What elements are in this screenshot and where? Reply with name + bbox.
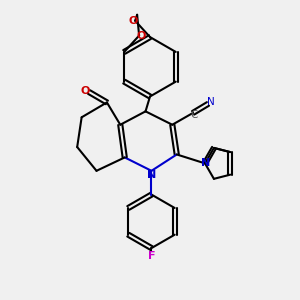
- Text: O: O: [128, 16, 138, 26]
- Text: O: O: [136, 31, 146, 40]
- Text: O: O: [81, 85, 90, 96]
- Text: N: N: [201, 158, 211, 168]
- Text: N: N: [147, 170, 156, 180]
- Text: F: F: [148, 250, 155, 260]
- Text: N: N: [207, 98, 215, 107]
- Text: C: C: [190, 110, 197, 120]
